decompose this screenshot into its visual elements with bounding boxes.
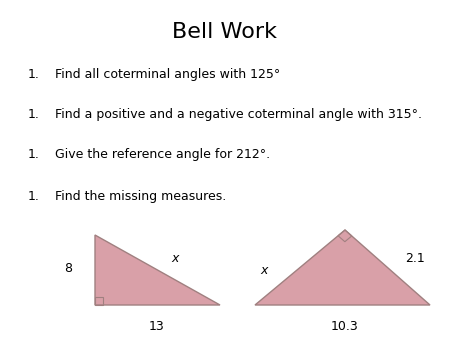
- Text: 1.: 1.: [28, 68, 40, 81]
- Text: 1.: 1.: [28, 190, 40, 203]
- Text: Find all coterminal angles with 125°: Find all coterminal angles with 125°: [55, 68, 280, 81]
- Text: 2.1: 2.1: [405, 251, 425, 265]
- Text: 1.: 1.: [28, 148, 40, 161]
- Text: Give the reference angle for 212°.: Give the reference angle for 212°.: [55, 148, 270, 161]
- Text: Find the missing measures.: Find the missing measures.: [55, 190, 226, 203]
- Text: Bell Work: Bell Work: [172, 22, 278, 42]
- Text: 10.3: 10.3: [331, 320, 359, 333]
- Text: 13: 13: [149, 320, 165, 333]
- Polygon shape: [255, 230, 430, 305]
- Text: 8: 8: [64, 262, 72, 274]
- Text: Find a positive and a negative coterminal angle with 315°.: Find a positive and a negative cotermina…: [55, 108, 422, 121]
- Text: 1.: 1.: [28, 108, 40, 121]
- Text: x: x: [171, 251, 179, 265]
- Polygon shape: [95, 235, 220, 305]
- Text: x: x: [260, 264, 267, 276]
